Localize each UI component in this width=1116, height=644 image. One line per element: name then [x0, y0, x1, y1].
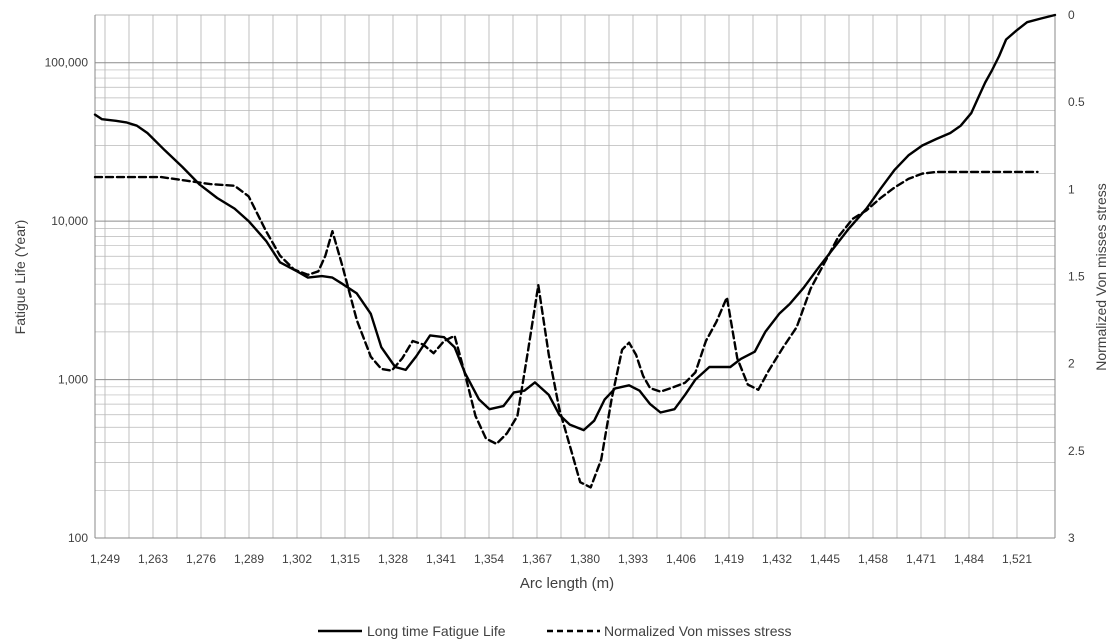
- legend-label-von-mises: Normalized Von misses stress: [604, 623, 792, 639]
- grid-lines: [95, 14, 1055, 539]
- axis-labels: Arc length (m) Fatigue Life (Year) Norma…: [12, 183, 1109, 592]
- x-tick-label: 1,341: [426, 552, 456, 566]
- x-tick-label: 1,458: [858, 552, 888, 566]
- von-mises-stress-line: [93, 170, 1039, 489]
- x-tick-label: 1,354: [474, 552, 504, 566]
- x-tick-label: 1,484: [954, 552, 984, 566]
- axes: 1,249 1,263 1,276 1,289 1,302 1,315 1,328 1,341…: [45, 8, 1085, 566]
- y-tick-label: 100,000: [45, 56, 89, 70]
- x-tick-label: 1,406: [666, 552, 696, 566]
- y-tick-label: 1,000: [58, 373, 88, 387]
- y2-tick-label: 1.5: [1068, 270, 1085, 284]
- series-lines: [93, 13, 1057, 489]
- x-tick-label: 1,289: [234, 552, 264, 566]
- x-tick-label: 1,249: [90, 552, 120, 566]
- y-tick-label: 10,000: [51, 214, 88, 228]
- y2-tick-label: 2: [1068, 357, 1075, 371]
- x-tick-label: 1,315: [330, 552, 360, 566]
- fatigue-life-line: [93, 13, 1057, 432]
- y2-tick-label: 1: [1068, 182, 1075, 196]
- x-tick-label: 1,521: [1002, 552, 1032, 566]
- x-axis-title: Arc length (m): [520, 575, 614, 592]
- y2-tick-label: 2.5: [1068, 444, 1085, 458]
- y2-axis-title: Normalized Von misses stress: [1093, 183, 1109, 371]
- x-tick-label: 1,380: [570, 552, 600, 566]
- x-tick-label: 1,393: [618, 552, 648, 566]
- legend-label-fatigue-life: Long time Fatigue Life: [367, 623, 506, 639]
- y2-tick-label: 3: [1068, 531, 1075, 545]
- x-tick-label: 1,419: [714, 552, 744, 566]
- y-axis-title: Fatigue Life (Year): [12, 220, 28, 335]
- y-tick-label: 100: [68, 531, 88, 545]
- y2-tick-label: 0.5: [1068, 95, 1085, 109]
- y2-tick-label: 0: [1068, 8, 1075, 22]
- x-tick-label: 1,367: [522, 552, 552, 566]
- x-tick-label: 1,471: [906, 552, 936, 566]
- x-tick-label: 1,432: [762, 552, 792, 566]
- x-tick-label: 1,328: [378, 552, 408, 566]
- x-tick-label: 1,276: [186, 552, 216, 566]
- legend: Long time Fatigue Life Normalized Von mi…: [318, 623, 792, 639]
- x-tick-label: 1,445: [810, 552, 840, 566]
- x-tick-label: 1,263: [138, 552, 168, 566]
- x-tick-label: 1,302: [282, 552, 312, 566]
